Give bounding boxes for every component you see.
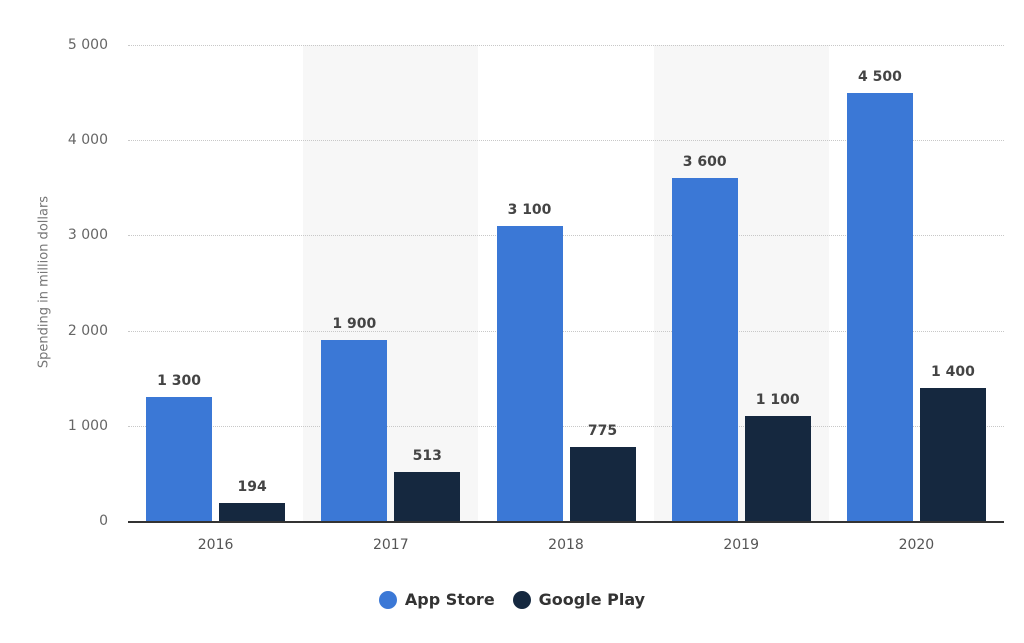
y-tick-label: 1 000 bbox=[67, 417, 108, 434]
data-label: 513 bbox=[412, 448, 442, 465]
gridline bbox=[128, 235, 1004, 237]
bar-google-play-2018[interactable] bbox=[569, 447, 636, 521]
data-label: 3 600 bbox=[682, 154, 727, 171]
x-tick-label: 2020 bbox=[898, 537, 935, 553]
y-tick-label: 4 000 bbox=[67, 132, 108, 149]
x-tick-label: 2019 bbox=[723, 537, 760, 553]
bar-app-store-2019[interactable] bbox=[671, 178, 738, 521]
bar-google-play-2020[interactable] bbox=[919, 387, 986, 521]
y-tick-label: 2 000 bbox=[67, 322, 108, 339]
x-tick-label: 2017 bbox=[372, 537, 409, 553]
bar-app-store-2016[interactable] bbox=[146, 397, 213, 521]
gridline bbox=[128, 140, 1004, 142]
y-tick-label: 3 000 bbox=[67, 227, 108, 244]
legend-dot-icon bbox=[512, 590, 531, 609]
bar-app-store-2018[interactable] bbox=[496, 225, 563, 521]
legend-item-app-store[interactable]: App Store bbox=[378, 590, 495, 609]
y-tick-label: 0 bbox=[99, 513, 108, 529]
bar-google-play-2016[interactable] bbox=[219, 502, 286, 521]
bar-app-store-2020[interactable] bbox=[846, 92, 913, 521]
y-tick-label: 5 000 bbox=[67, 37, 108, 53]
x-tick-label: 2018 bbox=[548, 537, 584, 553]
data-label: 1 900 bbox=[332, 316, 377, 333]
bar-google-play-2019[interactable] bbox=[744, 416, 811, 521]
data-label: 775 bbox=[587, 423, 618, 440]
data-label: 3 100 bbox=[507, 201, 552, 218]
data-label: 1 100 bbox=[755, 392, 800, 409]
x-tick-label: 2016 bbox=[197, 537, 234, 553]
gridline bbox=[128, 330, 1004, 332]
legend-label: App Store bbox=[404, 590, 495, 609]
legend: App Store Google Play bbox=[0, 590, 1024, 609]
data-label: 1 400 bbox=[930, 363, 975, 380]
y-axis-label: Spending in million dollars bbox=[36, 195, 52, 369]
x-axis-line bbox=[128, 521, 1004, 523]
data-label: 194 bbox=[237, 478, 267, 495]
legend-dot-icon bbox=[378, 590, 397, 609]
bar-app-store-2017[interactable] bbox=[321, 340, 388, 521]
data-label: 4 500 bbox=[857, 68, 902, 85]
legend-label: Google Play bbox=[538, 590, 646, 609]
bar-google-play-2017[interactable] bbox=[394, 472, 461, 521]
gridline bbox=[128, 45, 1004, 46]
data-label: 1 300 bbox=[157, 373, 202, 390]
gridline bbox=[128, 425, 1004, 427]
legend-item-google-play[interactable]: Google Play bbox=[512, 590, 646, 609]
